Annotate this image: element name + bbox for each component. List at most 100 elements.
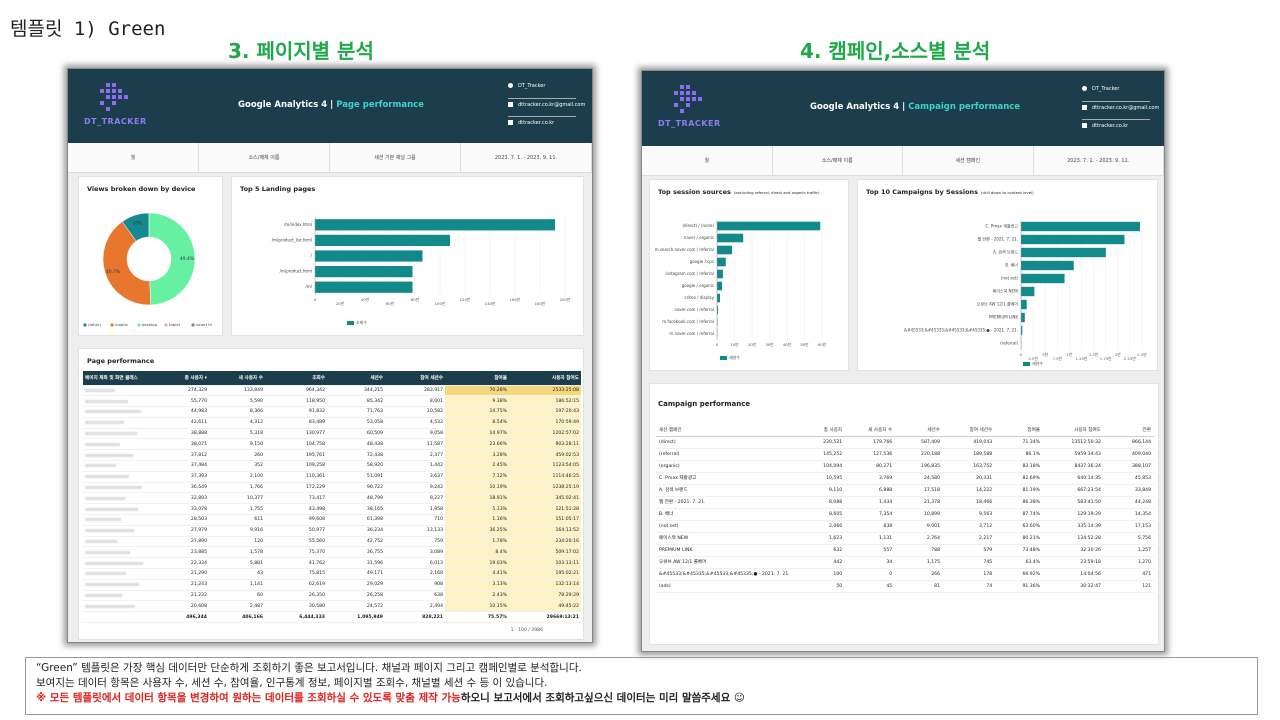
table-cell: 9,110 [797,484,846,497]
y-tick-label: /m/index.html [284,222,312,227]
y-tick-label: m.search.naver.com / referral [655,247,714,252]
blurred-text [85,496,125,500]
filter[interactable]: 소스/매체 이름 [773,146,903,175]
x-tick-label: 1만 [1066,352,1072,357]
table-cell: 7,354 [845,508,896,521]
y-tick-label: C. Pmax 재활광고 [986,223,1019,229]
filter[interactable]: 세션 캠페인 [903,146,1034,175]
chart-card: Top 10 Campaigns by Sessions (drill down … [857,179,1158,371]
table-cell: 29,029 [327,579,385,591]
table-cell: 3,769 [845,472,896,485]
slide-title: 템플릿 1) Green [10,18,166,40]
legend-label: 세션수 [729,354,740,360]
table-cell: 9.38% [445,395,509,408]
y-tick-label: criteo / display [684,295,714,300]
data-label: 49.4% [180,256,195,262]
table-row: (ads) 50 45 81 74 91.36% 30:32:47 121 [656,580,1154,593]
table-cell: 10,595 [797,472,846,485]
table-cell: 17,518 [895,484,944,497]
table-cell: 81 [895,580,944,593]
table-title: Campaign performance [658,400,751,408]
legend-swatch [347,321,354,325]
table-cell: 6,013 [385,557,445,570]
row-label-blurred [83,590,153,602]
table-cell: 2,494 [385,600,445,613]
table-row: 36,549 1,766 172,229 90,722 9,242 10.19% 1238:… [83,482,581,494]
bar [1021,221,1140,232]
pie-slice [148,212,196,306]
column-header[interactable]: 새 사용자 수 [845,424,896,437]
table-row: 274,329 133,849 964,342 344,215 283,917 70.28… [83,385,581,397]
bar [315,250,423,262]
table-cell: 471 [1103,568,1154,581]
table-cell: 19.03% [445,557,509,570]
table-row: A. 검색 브랜드 9,110 6,888 17,518 14,222 81.19% 667… [656,484,1154,497]
table-cell: 42,611 [153,417,209,429]
x-tick-label: 0 [716,342,719,347]
column-header[interactable]: 참여율 [995,424,1044,437]
x-tick-label: 1.5만 [1089,352,1099,357]
table-cell: 27,890 [153,536,209,548]
column-header[interactable]: 세션 캠페인 [656,424,798,437]
data-label: 40.7% [106,269,121,275]
icon [1082,123,1087,128]
table-cell: A. 검색 브랜드 [656,484,798,497]
column-header[interactable]: 페이지 제목 및 화면 클래스 [83,371,153,386]
table-cell: 55,560 [265,536,327,548]
table-row: 23,885 1,578 75,370 36,755 3,089 8.4% 509:17:0… [83,546,581,559]
table-cell: 86.38% [995,496,1044,509]
column-header[interactable]: 총 사용자 [797,424,846,437]
table-cell: 페이스북 NEW [656,532,798,545]
legend-label: desktop [142,322,158,327]
filter[interactable]: 월 [642,146,773,175]
row-label-blurred [83,536,153,548]
table-cell: 5959:34:43 [1043,448,1104,461]
table-cell: 50,977 [265,525,327,537]
filter[interactable]: 2023. 7. 1. - 2023. 9. 11. [461,143,592,172]
table-cell: 32:30:26 [1043,544,1104,557]
filter[interactable]: 월 [68,143,199,172]
column-header[interactable]: 세션수 [895,424,944,437]
table-cell: 8437:36:24 [1043,460,1104,473]
filter[interactable]: 소스/매체 이름 [199,143,330,172]
table-cell: 1,257 [1103,544,1154,557]
table-cell: 118,950 [265,395,327,408]
table-cell: 37,484 [153,460,209,472]
table-cell: 0 [845,568,896,581]
column-header[interactable]: 전환 [1103,424,1154,437]
table-cell: 80,271 [845,460,896,473]
column-header[interactable]: 사용자 참여도 [1043,424,1104,437]
total-cell: 6,444,333 [265,611,327,624]
x-tick-label: 2.5만 [1137,352,1147,357]
filter[interactable]: 2023. 7. 1. - 2023. 9. 11. [1034,146,1164,175]
divider [1082,119,1150,120]
table-cell: 274,329 [153,385,209,397]
total-cell: 828,221 [385,611,445,624]
table-cell: 8.54% [445,417,509,429]
table-cell: 345:02:41 [509,492,581,505]
y-tick-label: m.naver.com / referral [669,331,714,336]
y-tick-label: naver.com / referral [675,307,714,312]
filter[interactable]: 세션 기본 채널 그룹 [330,143,461,172]
blurred-text [85,572,126,576]
table-row: &#45533;&#45335;&#45533;&#45335;● - 2021… [656,568,1154,581]
table-cell: 36,549 [153,482,209,494]
data-table: 페이지 제목 및 화면 클래스 총 사용자 ▾ 새 사용자 수 조회수 세션수 참여 세션… [83,371,581,624]
table-row: 38,071 9,150 104,758 48,438 11,587 23.66% 903:… [83,438,581,451]
column-header[interactable]: 참여 세션수 [943,424,996,437]
bar [717,233,744,243]
table-cell: 189,588 [943,448,996,461]
bar [717,305,719,315]
table-cell: 459:02:53 [509,449,581,462]
chart-subtitle: (excluding referral, direct and organic … [733,190,820,195]
pagination[interactable]: 1 - 100 / 3986 [510,628,543,633]
blurred-text [85,442,120,446]
table-cell: 45 [845,580,896,593]
x-tick-label: 20만 [748,342,757,347]
chart: 0 20만 40만 60만 80만 100만 120만 140만 160만 180만 200만/m/… [272,217,571,325]
table-row: 37,393 2,100 110,361 51,091 3,637 7.12% 1114:4… [83,471,581,483]
x-tick-label: 180만 [535,301,546,306]
legend-label: 세션수 [1032,360,1043,366]
legend-swatch [191,323,195,327]
